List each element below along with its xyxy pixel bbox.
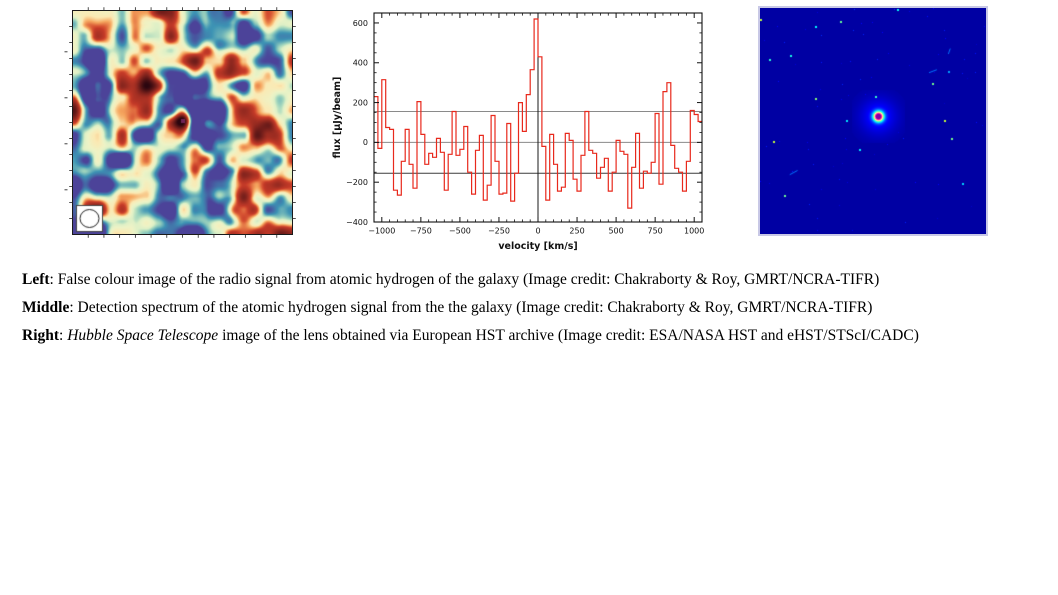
caption-line-left: Left: False colour image of the radio si…	[22, 266, 919, 294]
caption-label: Left	[22, 271, 50, 288]
radio-map-tick-label-mark	[64, 97, 68, 99]
x-tick-label: 1000	[684, 227, 704, 236]
y-tick-label: −400	[346, 218, 368, 227]
caption-text: :	[59, 327, 68, 344]
axis-ticks	[374, 13, 702, 223]
y-tick-label: 400	[353, 59, 368, 68]
y-axis-label: flux [μJy/beam]	[332, 77, 343, 159]
y-tick-label: 0	[363, 138, 368, 147]
y-tick-label: 600	[353, 19, 368, 28]
hst-image	[760, 8, 986, 234]
caption-text: : Detection spectrum of the atomic hydro…	[69, 299, 873, 316]
x-tick-label: 0	[535, 227, 540, 236]
figure-captions: Left: False colour image of the radio si…	[22, 266, 919, 350]
radio-map-ticks	[64, 7, 296, 238]
caption-line-right: Right: Hubble Space Telescope image of t…	[22, 322, 919, 350]
y-tick-label: −200	[346, 178, 368, 187]
radio-map-tick-label-mark	[64, 189, 68, 191]
radio-map-tick-label-mark	[64, 51, 68, 53]
radio-map-tick-label-mark	[64, 143, 68, 145]
x-tick-label: −500	[449, 227, 471, 236]
spectrum-plot: −1000 −750 −500 −250 0 250 500 750 1000 −400 −200 0…	[332, 12, 704, 252]
caption-text: Hubble Space Telescope	[67, 327, 219, 344]
radio-map-axes	[64, 7, 296, 238]
x-tick-label: −750	[410, 227, 432, 236]
caption-line-middle: Middle: Detection spectrum of the atomic…	[22, 294, 919, 322]
x-axis-label: velocity [km/s]	[498, 241, 577, 252]
x-tick-label: −250	[488, 227, 510, 236]
spectrum-line	[374, 18, 702, 209]
x-tick-label: −1000	[368, 227, 395, 236]
x-tick-label: 250	[569, 227, 584, 236]
caption-label: Right	[22, 327, 60, 344]
hst-image-frame	[758, 6, 988, 236]
caption-text: : False colour image of the radio signal…	[49, 271, 880, 288]
y-tick-label: 200	[353, 98, 368, 107]
caption-label: Middle	[22, 299, 70, 316]
radio-map-image	[73, 11, 292, 234]
x-tick-label: 500	[608, 227, 623, 236]
x-tick-label: 750	[648, 227, 663, 236]
caption-text: image of the lens obtained via European …	[218, 327, 919, 344]
